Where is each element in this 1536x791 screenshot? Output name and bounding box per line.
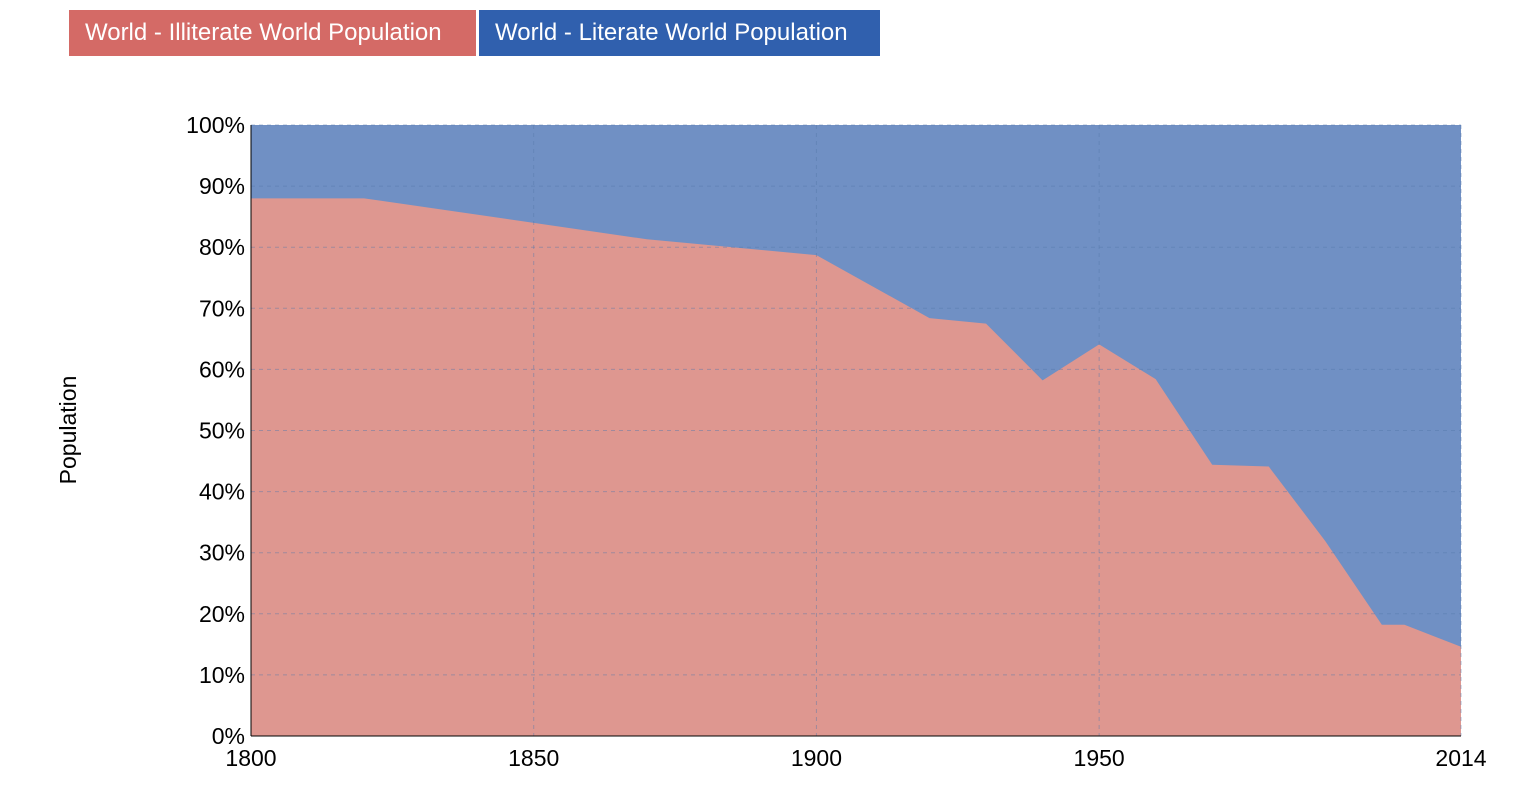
x-tick-label: 2014 bbox=[1435, 745, 1486, 771]
legend: World - Illiterate World Population Worl… bbox=[69, 10, 880, 56]
chart-axes bbox=[250, 125, 1461, 737]
y-tick-label: 50% bbox=[199, 418, 245, 444]
legend-literate-button[interactable]: World - Literate World Population bbox=[479, 10, 880, 56]
y-tick-label: 80% bbox=[199, 234, 245, 260]
x-tick-label: 1800 bbox=[225, 745, 276, 771]
y-tick-label: 70% bbox=[199, 295, 245, 321]
x-tick-label: 1850 bbox=[508, 745, 559, 771]
y-tick-label: 100% bbox=[186, 112, 245, 138]
y-tick-label: 60% bbox=[199, 356, 245, 382]
y-tick-label: 40% bbox=[199, 479, 245, 505]
y-tick-label: 0% bbox=[212, 723, 245, 749]
y-tick-label: 20% bbox=[199, 601, 245, 627]
y-tick-label: 30% bbox=[199, 540, 245, 566]
legend-illiterate-button[interactable]: World - Illiterate World Population bbox=[69, 10, 476, 56]
area-illiterate bbox=[251, 198, 1461, 736]
x-tick-labels: 1800 1850 1900 1950 2014 bbox=[225, 745, 1486, 771]
chart-grid bbox=[251, 124, 1462, 736]
x-tick-label: 1950 bbox=[1074, 745, 1125, 771]
chart-areas bbox=[251, 125, 1461, 736]
y-axis-title: Population bbox=[55, 376, 81, 485]
y-tick-labels: 0% 10% 20% 30% 40% 50% 60% 70% 80% 90% 100% bbox=[186, 112, 245, 749]
y-tick-label: 10% bbox=[199, 662, 245, 688]
y-tick-label: 90% bbox=[199, 173, 245, 199]
x-tick-label: 1900 bbox=[791, 745, 842, 771]
